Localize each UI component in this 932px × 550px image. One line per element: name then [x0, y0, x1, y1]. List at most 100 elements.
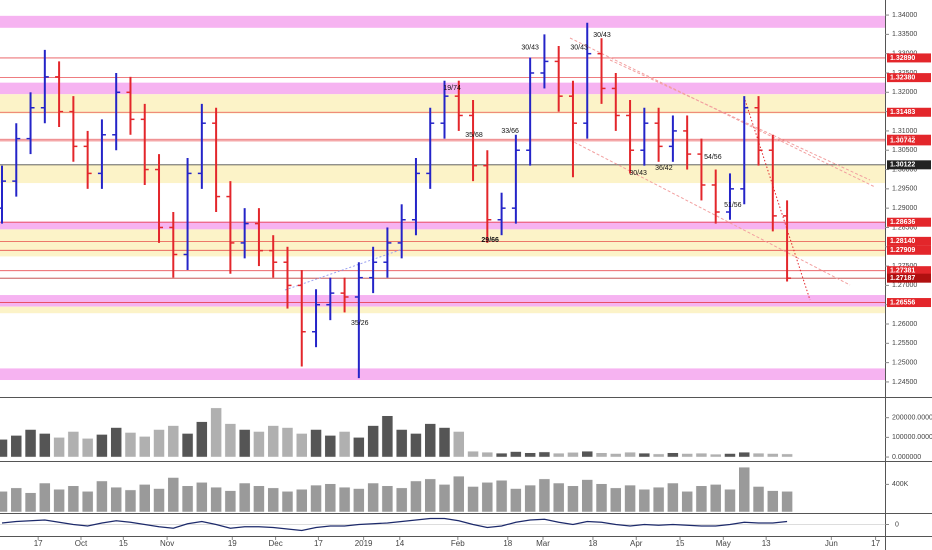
x-tick-label: Nov: [160, 539, 174, 548]
volume-bar: [367, 425, 379, 458]
x-tick-label: 17: [871, 539, 880, 548]
x-tick-label: Dec: [268, 539, 282, 548]
volume-bar: [181, 485, 194, 513]
x-tick-label: 18: [503, 539, 512, 548]
x-tick-label: May: [716, 539, 731, 548]
volume-bar: [238, 429, 251, 458]
y-tick-label: 1.31000: [892, 128, 917, 135]
volume-bar: [53, 437, 65, 458]
volume-bar: [752, 452, 765, 458]
volume-bar: [324, 435, 337, 458]
level-label: 1.31483: [890, 109, 915, 116]
volume-bar: [338, 431, 351, 458]
volume-bar: [267, 487, 279, 513]
level-label: 1.27187: [890, 275, 915, 282]
x-tick-label: 15: [119, 539, 128, 548]
level-label: 1.32890: [890, 55, 915, 62]
level-label: 1.27909: [890, 247, 915, 254]
volume-bar: [624, 451, 636, 458]
volume-bar: [681, 453, 693, 458]
zone-band: [0, 221, 885, 230]
level-tag: [887, 217, 931, 227]
y-tick-label: 1.25500: [892, 340, 917, 347]
level-tag: [887, 136, 931, 146]
y-tick-label: 1.28500: [892, 224, 917, 231]
trend-line: [744, 99, 811, 301]
y-tick-label: 1.34000: [892, 12, 917, 19]
volume-bar: [695, 452, 708, 458]
annotation: 30/43: [593, 32, 611, 39]
zone-band: [0, 229, 885, 257]
annotation: 30/43: [629, 170, 647, 177]
volume-bar: [552, 452, 565, 458]
volume-bar: [0, 439, 8, 458]
volume-bar: [552, 482, 565, 513]
volume-bar: [296, 433, 308, 458]
volume-bar: [724, 488, 736, 513]
volume-bar: [267, 425, 279, 458]
volume-bar: [767, 453, 779, 458]
zone-band: [0, 164, 885, 184]
volume-bar: [424, 423, 436, 458]
level-tag: [887, 298, 931, 308]
volume-bar: [724, 453, 736, 458]
volume-bar: [353, 488, 365, 513]
x-tick-label: 2019: [355, 539, 373, 548]
volume-bar: [781, 491, 793, 513]
volume-bar: [652, 453, 665, 458]
volume-bar: [567, 485, 579, 513]
volume-bar: [453, 431, 465, 458]
axes: 1.245001.250001.255001.260001.265001.270…: [34, 12, 932, 548]
volume-bar: [395, 487, 408, 513]
level-label: 1.32380: [890, 74, 915, 81]
volume-bar: [438, 484, 451, 513]
volume-bar: [153, 429, 165, 458]
volume-bar: [524, 452, 536, 458]
volume-bar: [667, 482, 679, 513]
level-label: 1.30122: [890, 162, 915, 169]
volume-bar: [638, 452, 651, 458]
annotation: 33/66: [501, 128, 519, 135]
level-label: 1.27381: [890, 268, 915, 275]
x-tick-label: 17: [314, 539, 323, 548]
x-tick-label: 18: [588, 539, 597, 548]
oscillator-line: [1, 517, 788, 532]
y-tick-label: 1.26000: [892, 321, 917, 328]
volume-bar: [538, 478, 551, 513]
volume-bar: [53, 488, 65, 513]
y-tick-label: 1.27000: [892, 282, 917, 289]
y-tick-label: 1.30500: [892, 147, 917, 154]
y-tick-label: 200000.000000: [892, 415, 932, 422]
volume-bar: [24, 492, 37, 513]
x-tick-label: Oct: [75, 539, 88, 548]
volume-bar: [124, 489, 137, 513]
y-tick-label: 1.24500: [892, 379, 917, 386]
volume-bar: [153, 488, 165, 513]
volume-bar: [510, 451, 522, 458]
annotation: 35/26: [351, 320, 369, 327]
trend-line: [284, 249, 401, 291]
y-tick-label: 1.29000: [892, 205, 917, 212]
level-tag: [887, 73, 931, 83]
annotation: 36/42: [655, 165, 673, 172]
zone-band: [0, 295, 885, 307]
annotation: 35/68: [465, 132, 483, 139]
x-tick-label: 15: [676, 539, 685, 548]
volume-bar: [24, 429, 37, 458]
trend-line: [609, 59, 871, 181]
volume-bar: [110, 427, 122, 458]
volume-bar: [324, 483, 337, 513]
volume-bar: [96, 434, 108, 458]
volume-bar: [367, 482, 379, 513]
volume-bar: [438, 427, 451, 458]
trend-lines: [284, 37, 876, 301]
volume-bar: [495, 480, 508, 513]
volume-bar: [481, 482, 494, 513]
volume-bar: [196, 421, 208, 458]
volume-bar: [138, 484, 151, 513]
y-tick-label: 0.000000: [892, 454, 921, 461]
volume-bar: [110, 486, 122, 513]
volume-bar: [652, 486, 665, 513]
